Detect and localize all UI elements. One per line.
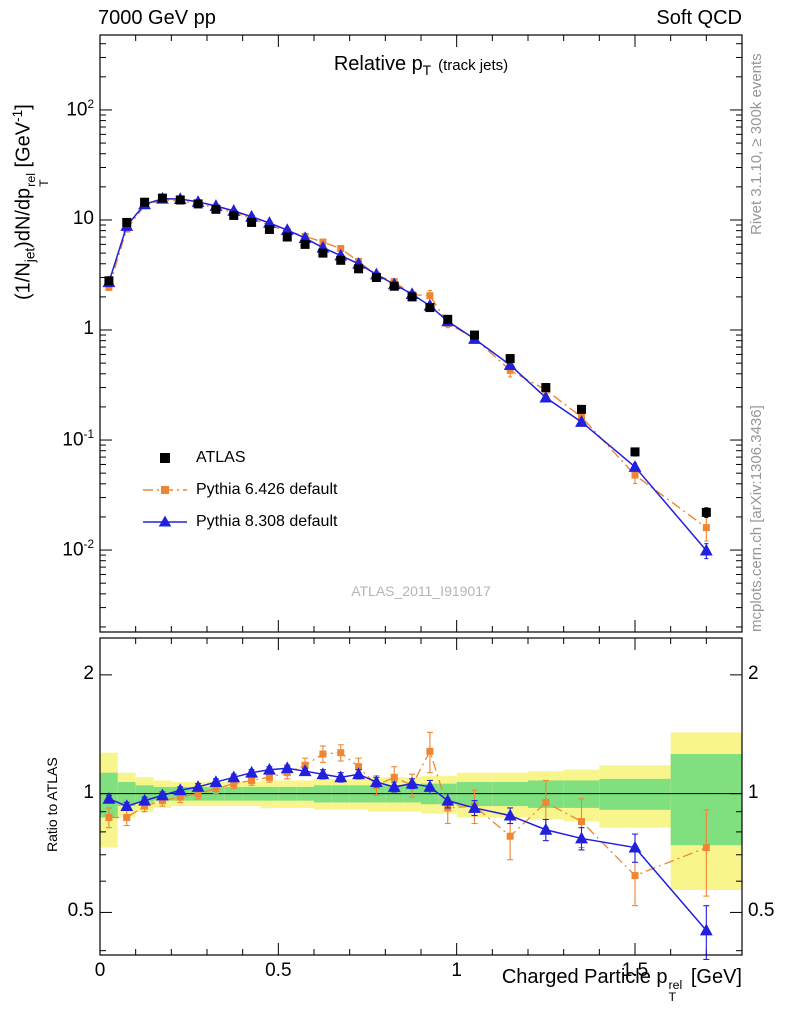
panel-frames [99,34,743,956]
y-axis-label: (1/Njet)dN/dp rel T [GeV-1] [10,104,51,300]
ratio-tick-label-right: 0.5 [748,900,775,922]
mcplots-reference-note: mcplots.cern.ch [arXiv:1306.3436] [748,405,765,632]
pt-rel-symbol: rel T [668,977,683,1005]
title-subscript: T [422,63,432,78]
y-axis-tick-label: 102 [66,97,94,121]
legend-label: Pythia 8.308 default [196,513,338,530]
ratio-uncertainty-bands [100,732,742,890]
y-axis-tick-label: 10-2 [62,538,94,561]
title-suffix: (track jets) [438,57,509,74]
pythia8-triangle-marker-icon [142,513,188,531]
series-atlas-main [104,193,711,518]
legend-item-pythia8: Pythia 8.308 default [142,506,337,538]
ratio-tick-label-left: 1 [83,781,94,803]
ratio-tick-label-right: 2 [748,662,759,684]
legend-label: ATLAS [196,449,246,466]
title-text: Relative p [333,53,423,75]
legend-item-atlas: ATLAS [142,442,337,474]
y-axis-tick-label: 10-1 [62,428,94,451]
x-axis-tick-label: 0 [94,960,106,981]
x-axis-tick-label: 0.5 [265,960,292,981]
atlas-square-marker-icon [142,449,188,467]
rivet-version-note: Rivet 3.1.10, ≥ 300k events [748,53,765,235]
process-group-label: Soft QCD [656,7,742,29]
legend: ATLAS Pythia 6.426 default Pythia 8.308 … [142,442,337,538]
pt-rel-symbol: rel T [24,173,51,187]
legend-label: Pythia 6.426 default [196,481,338,498]
y-axis-tick-label: 10 [72,207,94,229]
y-axis-tick-label: 1 [83,318,94,339]
series-pythia8-ratio [102,761,713,961]
plot-title: Relative pT (track jets) [100,53,742,78]
x-axis-tick-label: 1 [451,960,462,981]
ratio-tick-label-right: 1 [748,781,759,803]
beam-energy-label: 7000 GeV pp [98,7,216,29]
pythia6-dashdot-marker-icon [142,481,188,499]
ratio-tick-label-left: 2 [83,662,94,684]
analysis-id-watermark: ATLAS_2011_I919017 [351,583,491,599]
x-axis-label: Charged Particle p rel T [GeV] [501,966,742,1005]
series-pythia6-ratio [105,731,710,907]
x-axis-tick-label: 1.5 [621,960,649,981]
ratio-axis-label: Ratio to ATLAS [44,757,60,852]
legend-item-pythia6: Pythia 6.426 default [142,474,337,506]
ratio-tick-label-left: 0.5 [67,900,94,922]
